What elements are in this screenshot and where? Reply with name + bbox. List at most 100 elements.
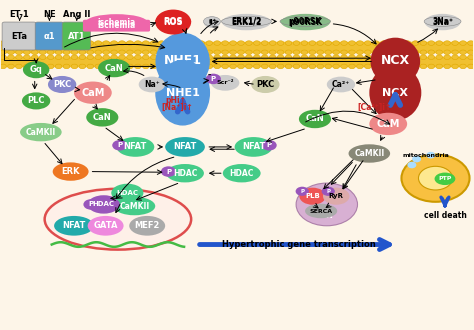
Circle shape — [428, 41, 435, 46]
Circle shape — [95, 50, 101, 54]
Circle shape — [135, 41, 141, 46]
Circle shape — [269, 50, 276, 54]
Circle shape — [388, 55, 395, 59]
Circle shape — [198, 64, 205, 69]
Circle shape — [444, 41, 450, 46]
Circle shape — [420, 55, 427, 59]
Circle shape — [341, 55, 347, 59]
Ellipse shape — [129, 216, 165, 236]
Text: PKC: PKC — [256, 80, 274, 89]
Circle shape — [222, 41, 228, 46]
Circle shape — [63, 64, 70, 69]
FancyBboxPatch shape — [62, 22, 91, 50]
Text: P: P — [117, 142, 122, 148]
Circle shape — [0, 50, 6, 54]
Circle shape — [373, 50, 379, 54]
Text: P: P — [88, 201, 93, 208]
Circle shape — [365, 41, 371, 46]
Text: ERK: ERK — [62, 167, 80, 176]
Circle shape — [349, 55, 356, 59]
Text: HDAC: HDAC — [229, 169, 254, 178]
Circle shape — [166, 41, 173, 46]
Text: ERK1/2: ERK1/2 — [231, 17, 262, 26]
Circle shape — [333, 64, 339, 69]
Circle shape — [381, 41, 387, 46]
Ellipse shape — [211, 75, 239, 91]
Ellipse shape — [88, 195, 120, 214]
Ellipse shape — [155, 33, 210, 90]
FancyBboxPatch shape — [2, 22, 36, 50]
Circle shape — [460, 64, 466, 69]
Text: pHi↑: pHi↑ — [165, 96, 186, 105]
Ellipse shape — [305, 204, 337, 218]
Circle shape — [420, 41, 427, 46]
Circle shape — [8, 41, 14, 46]
Ellipse shape — [281, 14, 330, 30]
Circle shape — [118, 64, 125, 69]
Ellipse shape — [98, 59, 130, 77]
Circle shape — [246, 64, 252, 69]
Circle shape — [269, 64, 276, 69]
Ellipse shape — [88, 216, 124, 236]
Circle shape — [333, 55, 339, 59]
Text: ETa: ETa — [11, 32, 27, 41]
Circle shape — [301, 64, 308, 69]
Circle shape — [396, 64, 403, 69]
Text: PKC: PKC — [53, 80, 71, 89]
Ellipse shape — [114, 197, 155, 215]
Circle shape — [436, 64, 443, 69]
Circle shape — [373, 41, 379, 46]
Circle shape — [214, 55, 220, 59]
Circle shape — [356, 64, 363, 69]
Circle shape — [341, 50, 347, 54]
Text: Hypertrophic gene transcription: Hypertrophic gene transcription — [221, 240, 375, 249]
Ellipse shape — [86, 14, 147, 30]
Circle shape — [87, 64, 93, 69]
Circle shape — [190, 64, 197, 69]
Circle shape — [182, 41, 189, 46]
Circle shape — [166, 64, 173, 69]
Bar — [0, 43, 474, 52]
Circle shape — [341, 64, 347, 69]
Circle shape — [301, 50, 308, 54]
Ellipse shape — [161, 166, 176, 177]
Text: Na⁺: Na⁺ — [144, 80, 160, 89]
Ellipse shape — [299, 110, 331, 128]
Circle shape — [150, 41, 157, 46]
Ellipse shape — [327, 77, 355, 92]
Ellipse shape — [203, 16, 220, 28]
Circle shape — [143, 41, 149, 46]
Circle shape — [419, 166, 453, 190]
Ellipse shape — [280, 16, 330, 26]
Circle shape — [444, 55, 450, 59]
Circle shape — [413, 156, 420, 162]
Circle shape — [166, 50, 173, 54]
Text: 3Na⁺: 3Na⁺ — [432, 17, 453, 26]
Text: II⁺: II⁺ — [208, 19, 216, 24]
Circle shape — [174, 64, 181, 69]
Circle shape — [468, 64, 474, 69]
Bar — [0, 56, 474, 66]
Circle shape — [396, 50, 403, 54]
Circle shape — [95, 41, 101, 46]
Circle shape — [396, 41, 403, 46]
Text: P: P — [166, 169, 171, 175]
Text: [Na⁺]i↑: [Na⁺]i↑ — [161, 103, 193, 112]
Circle shape — [277, 50, 284, 54]
Circle shape — [31, 50, 38, 54]
Text: Ang II: Ang II — [63, 10, 91, 19]
Circle shape — [246, 41, 252, 46]
Circle shape — [158, 55, 165, 59]
Circle shape — [237, 41, 244, 46]
Text: P: P — [326, 189, 330, 194]
Text: p90RSK: p90RSK — [289, 17, 322, 26]
Ellipse shape — [424, 16, 461, 26]
Ellipse shape — [221, 16, 272, 26]
Circle shape — [254, 55, 260, 59]
Circle shape — [237, 55, 244, 59]
Circle shape — [293, 50, 300, 54]
Circle shape — [190, 50, 197, 54]
Circle shape — [8, 50, 14, 54]
Circle shape — [174, 50, 181, 54]
Text: Scr⁻²: Scr⁻² — [217, 80, 234, 85]
